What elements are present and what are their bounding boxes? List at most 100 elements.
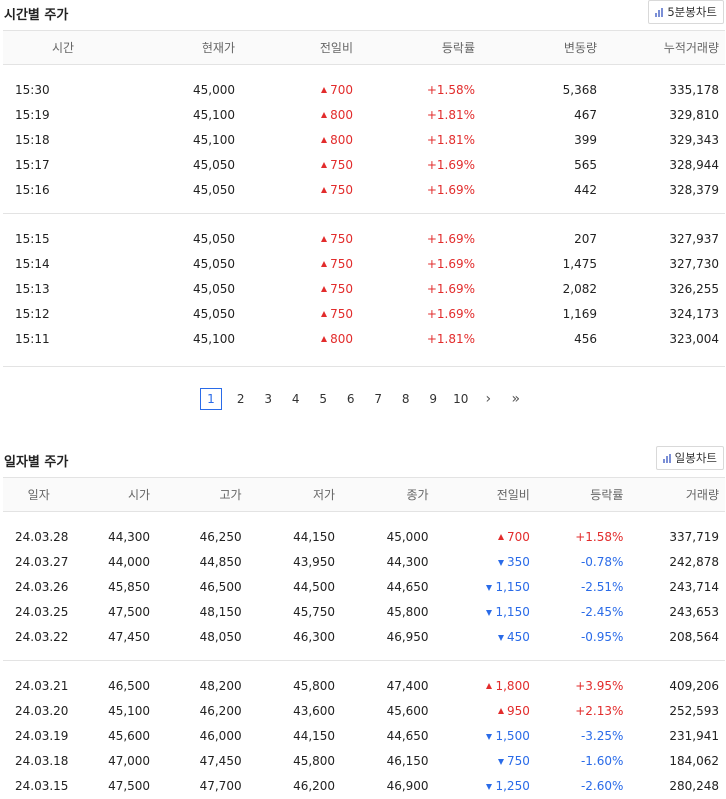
diff-value: 800 — [330, 132, 353, 147]
intraday-title: 시간별 주가 — [4, 8, 69, 23]
diff-cell: 1,500 — [435, 723, 536, 748]
diff-value: 800 — [330, 331, 353, 346]
volume-cell: 243,714 — [669, 579, 719, 594]
triangle-down-icon — [497, 559, 504, 566]
diff-cell: 1,150 — [435, 574, 536, 599]
volume-cell: 442 — [574, 182, 597, 197]
price-cell: 45,100 — [193, 132, 235, 147]
diff-cell: 750 — [241, 152, 359, 177]
volume-cell: 2,082 — [562, 281, 597, 296]
price-cell: 45,050 — [193, 182, 235, 197]
page-link[interactable]: 10 — [453, 392, 469, 406]
high-cell: 46,250 — [199, 529, 242, 544]
date-cell: 24.03.18 — [15, 753, 69, 768]
page-current[interactable]: 1 — [200, 388, 222, 410]
time-cell: 15:16 — [15, 182, 50, 197]
rate-cell: -2.51% — [580, 579, 624, 594]
diff-value: 750 — [330, 306, 353, 321]
five-min-chart-button[interactable]: 5분봉차트 — [648, 0, 724, 24]
close-cell: 45,000 — [386, 529, 429, 544]
page-link[interactable]: 7 — [374, 392, 383, 406]
diff-cell: 750 — [435, 748, 536, 773]
next-page-icon[interactable]: › — [485, 391, 492, 407]
diff-value: 750 — [330, 281, 353, 296]
rate-cell: +1.69% — [426, 182, 475, 197]
page-link[interactable]: 2 — [236, 392, 245, 406]
diff-cell: 1,150 — [435, 599, 536, 624]
diff-value: 1,150 — [495, 604, 530, 619]
diff-cell: 950 — [435, 698, 536, 723]
daily-chart-button[interactable]: 일봉차트 — [655, 446, 724, 470]
daily-title: 일자별 주가 — [4, 455, 69, 470]
cumulative-cell: 324,173 — [669, 306, 719, 321]
diff-value: 950 — [506, 703, 530, 718]
daily-header: 일자별 주가 일봉차트 — [0, 446, 726, 476]
low-cell: 44,150 — [293, 529, 336, 544]
page-link[interactable]: 3 — [264, 392, 273, 406]
time-cell: 15:13 — [15, 281, 50, 296]
last-page-icon[interactable]: » — [511, 391, 521, 407]
volume-cell: 337,719 — [669, 529, 719, 544]
volume-cell: 1,475 — [562, 256, 597, 271]
rate-cell: -0.95% — [580, 629, 624, 644]
col-diff: 전일비 — [241, 30, 359, 65]
price-cell: 45,050 — [193, 281, 235, 296]
price-cell: 45,100 — [193, 107, 235, 122]
open-cell: 44,300 — [108, 529, 151, 544]
close-cell: 46,950 — [386, 629, 429, 644]
close-cell: 47,400 — [386, 678, 429, 693]
low-cell: 45,800 — [293, 753, 336, 768]
five-min-chart-label: 5분봉차트 — [667, 5, 717, 19]
volume-cell: 399 — [574, 132, 597, 147]
cumulative-cell: 327,937 — [669, 231, 719, 246]
page-link[interactable]: 9 — [429, 392, 438, 406]
triangle-up-icon — [321, 235, 328, 242]
rate-cell: +2.13% — [575, 703, 624, 718]
triangle-down-icon — [497, 758, 504, 765]
volume-cell: 252,593 — [669, 703, 719, 718]
diff-cell: 750 — [241, 226, 359, 251]
page-link[interactable]: 6 — [346, 392, 355, 406]
spacer-row — [3, 202, 725, 214]
time-cell: 15:17 — [15, 157, 50, 172]
diff-cell: 800 — [241, 102, 359, 127]
col-volume: 변동량 — [481, 30, 603, 65]
triangle-up-icon — [321, 260, 328, 267]
page-link[interactable]: 8 — [401, 392, 410, 406]
close-cell: 45,600 — [386, 703, 429, 718]
page-link[interactable]: 5 — [319, 392, 328, 406]
price-cell: 45,050 — [193, 256, 235, 271]
diff-value: 750 — [330, 256, 353, 271]
low-cell: 44,150 — [293, 728, 336, 743]
table-row: 24.03.20 45,100 46,200 43,600 45,600 950 +2.13… — [3, 698, 725, 723]
diff-cell: 800 — [241, 127, 359, 152]
volume-cell: 456 — [574, 331, 597, 346]
diff-value: 800 — [330, 107, 353, 122]
table-row: 24.03.28 44,300 46,250 44,150 45,000 700 +1.58… — [3, 524, 725, 549]
diff-value: 1,150 — [495, 579, 530, 594]
table-row: 24.03.22 47,450 48,050 46,300 46,950 450 -0.95… — [3, 624, 725, 649]
table-row: 15:17 45,050 750 +1.69% 565 328,944 — [3, 152, 725, 177]
triangle-down-icon — [486, 733, 493, 740]
low-cell: 46,300 — [293, 629, 336, 644]
low-cell: 46,200 — [293, 778, 336, 793]
spacer-row — [3, 215, 725, 226]
spacer-row — [3, 649, 725, 661]
col-diff: 전일비 — [434, 477, 536, 512]
date-cell: 24.03.21 — [15, 678, 69, 693]
volume-cell: 409,206 — [669, 678, 719, 693]
volume-cell: 231,941 — [669, 728, 719, 743]
diff-cell: 350 — [435, 549, 536, 574]
cumulative-cell: 329,810 — [669, 107, 719, 122]
page-link[interactable]: 4 — [291, 392, 300, 406]
spacer-row-cell — [3, 649, 725, 661]
time-cell: 15:18 — [15, 132, 50, 147]
diff-value: 750 — [506, 753, 530, 768]
triangle-up-icon — [321, 310, 328, 317]
col-price: 현재가 — [123, 30, 241, 65]
open-cell: 44,000 — [108, 554, 151, 569]
price-cell: 45,050 — [193, 157, 235, 172]
date-cell: 24.03.22 — [15, 629, 69, 644]
group-divider — [3, 213, 725, 215]
diff-cell: 700 — [435, 524, 536, 549]
